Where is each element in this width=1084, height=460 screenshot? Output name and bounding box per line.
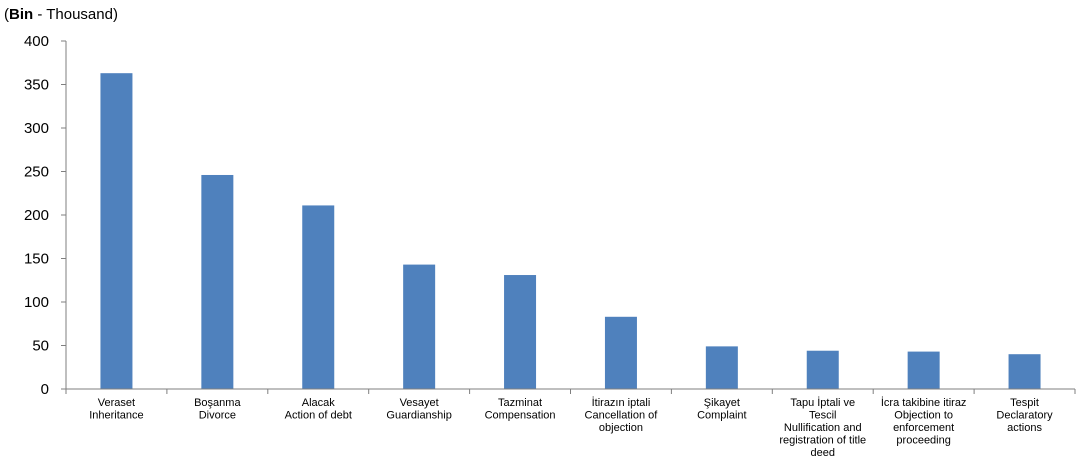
x-tick-label: İcra takibine itiraz Objection to enforcem… — [881, 396, 967, 447]
x-tick-label-line: Complaint — [697, 410, 747, 422]
y-tick-label: 250 — [24, 164, 49, 181]
x-axis: Veraset Inheritance Boşanma Divorce Alacak Ac… — [65, 388, 1076, 459]
bar — [806, 350, 839, 389]
y-tick-label: 350 — [24, 77, 49, 94]
y-axis: 0 50 100 150 200 250 300 350 400 — [24, 33, 67, 398]
bar — [100, 73, 133, 389]
bar — [1008, 354, 1041, 389]
bar — [201, 174, 234, 389]
y-tick-label: 100 — [24, 294, 49, 311]
x-tick-label-line: Declaratory — [996, 410, 1053, 422]
x-tick-label: İtirazın iptali Cancellation of objection — [585, 396, 659, 434]
unit-label: (Bin - Thousand) — [4, 6, 118, 23]
bar — [403, 264, 436, 389]
x-tick-label-line: Tescil — [809, 410, 837, 422]
x-tick-label-line: Inheritance — [89, 410, 143, 422]
x-tick-label-line: Objection to — [894, 410, 953, 422]
x-tick-label-line: Tazminat — [498, 397, 542, 409]
x-tick-label-line: Vesayet — [400, 397, 439, 409]
x-tick-label-line: İcra takibine itiraz — [881, 396, 967, 409]
x-tick-label: Veraset Inheritance — [89, 397, 143, 422]
x-tick-label: Vesayet Guardianship — [386, 397, 451, 422]
x-tick-label: Tespit Declaratory actions — [996, 397, 1053, 434]
unit-label-bold: Bin — [9, 6, 33, 23]
x-tick-label-line: Şikayet — [704, 397, 740, 409]
x-tick-label-line: registration of title — [779, 435, 866, 447]
bar — [604, 316, 637, 389]
bar — [705, 346, 738, 389]
y-tick-label: 50 — [32, 338, 49, 355]
bar — [907, 351, 940, 389]
bar — [302, 205, 335, 389]
x-tick-label-line: Nullification and — [784, 422, 862, 434]
x-tick-label-line: objection — [599, 422, 643, 434]
x-tick-label-line: actions — [1007, 422, 1042, 434]
x-tick-label-line: enforcement — [893, 422, 954, 434]
x-tick-label: Şikayet Complaint — [697, 397, 747, 422]
unit-label-rest: - Thousand) — [33, 6, 118, 23]
y-tick-label: 150 — [24, 251, 49, 268]
y-tick-label: 300 — [24, 120, 49, 137]
x-tick-label-line: Boşanma — [194, 397, 241, 409]
x-tick-label-line: Guardianship — [386, 410, 451, 422]
y-tick-label: 200 — [24, 207, 49, 224]
x-tick-label-line: proceeding — [896, 435, 950, 447]
x-tick-label: Tazminat Compensation — [485, 397, 556, 422]
x-tick-label-line: Tespit — [1010, 397, 1039, 409]
bar — [504, 275, 537, 389]
x-tick-label: Tapu İptali ve Tescil Nullification and reg… — [779, 396, 866, 459]
x-tick-label: Alacak Action of debt — [285, 397, 352, 422]
x-tick-label-line: Cancellation of — [585, 410, 659, 422]
y-tick-label: 0 — [41, 381, 49, 398]
x-tick-label-line: Veraset — [98, 397, 135, 409]
x-tick-label-line: İtirazın iptali — [592, 396, 651, 409]
x-tick-label-line: deed — [811, 447, 835, 459]
x-tick-label: Boşanma Divorce — [194, 397, 241, 422]
x-tick-label-line: Tapu İptali ve — [790, 396, 855, 409]
bars — [100, 73, 1041, 389]
unit-label-open: ( — [4, 6, 9, 23]
y-tick-label: 400 — [24, 33, 49, 50]
x-tick-label-line: Compensation — [485, 410, 556, 422]
x-tick-label-line: Alacak — [302, 397, 336, 409]
x-tick-label-line: Divorce — [199, 410, 236, 422]
x-tick-label-line: Action of debt — [285, 410, 352, 422]
